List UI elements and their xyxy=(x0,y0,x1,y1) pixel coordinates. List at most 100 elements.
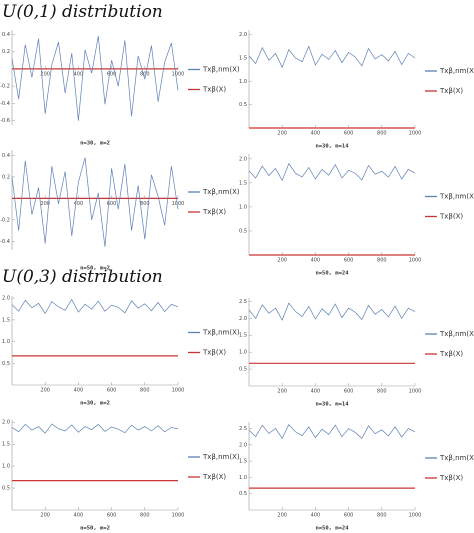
x-tick-label: 1000 xyxy=(409,389,422,395)
y-tick-label: 1.5 xyxy=(2,317,10,323)
legend-label: Txβ(X) xyxy=(202,86,226,94)
legend-label: Txβ(X) xyxy=(202,473,226,481)
x-tick-label: 200 xyxy=(277,258,287,264)
caption: n=50, m=2 xyxy=(80,266,110,272)
y-tick-label: 1.5 xyxy=(2,442,10,448)
caption: n=50, m=24 xyxy=(315,271,349,277)
x-tick-label: 400 xyxy=(74,201,84,207)
y-tick-label: 2.0 xyxy=(239,442,247,448)
x-tick-label: 200 xyxy=(277,131,287,137)
caption: n=30, m=14 xyxy=(315,144,349,150)
x-tick-label: 800 xyxy=(140,71,150,77)
y-tick-label: -0.2 xyxy=(0,84,10,90)
legend-label: Txβ,nm(X) xyxy=(202,453,240,461)
legend-label: Txβ(X) xyxy=(439,87,463,95)
legend-label: Txβ,nm(X) xyxy=(439,330,474,338)
x-tick-label: 1000 xyxy=(172,513,185,519)
legend-label: Txβ,nm(X) xyxy=(202,329,240,337)
series-line xyxy=(248,162,416,182)
y-tick-label: -0.4 xyxy=(0,101,10,107)
y-tick-label: 0.4 xyxy=(2,32,10,38)
x-tick-label: 200 xyxy=(277,389,287,395)
section-title: U(0,3) distribution xyxy=(2,267,163,287)
x-tick-label: 400 xyxy=(74,71,84,77)
legend-label: Txβ(X) xyxy=(439,213,463,221)
y-tick-label: 0.2 xyxy=(2,174,10,180)
caption: n=50, m=2 xyxy=(80,526,110,532)
legend-label: Txβ(X) xyxy=(202,349,226,357)
x-tick-label: 200 xyxy=(40,201,50,207)
y-tick-label: 1.5 xyxy=(239,180,247,186)
x-tick-label: 600 xyxy=(107,71,117,77)
x-tick-label: 200 xyxy=(277,513,287,519)
caption: n=30, m=2 xyxy=(80,401,110,407)
y-tick-label: 1.5 xyxy=(239,333,247,339)
x-tick-label: 800 xyxy=(140,513,150,519)
y-tick-label: -0.4 xyxy=(0,239,10,245)
x-tick-label: 200 xyxy=(40,513,50,519)
y-tick-label: 0.5 xyxy=(239,102,247,108)
section-title: U(0,1) distribution xyxy=(2,2,163,22)
y-tick-label: 0.5 xyxy=(239,491,247,497)
x-tick-label: 1000 xyxy=(172,388,185,394)
legend-label: Txβ,nm(X) xyxy=(202,188,240,196)
y-tick-label: 0.2 xyxy=(2,49,10,55)
y-tick-label: -0.6 xyxy=(0,118,10,124)
y-tick-label: 2.0 xyxy=(2,296,10,302)
caption: n=30, m=2 xyxy=(80,141,110,147)
x-tick-label: 200 xyxy=(40,388,50,394)
legend-label: Txβ,nm(X) xyxy=(439,193,474,201)
x-tick-label: 800 xyxy=(377,258,387,264)
x-tick-label: 400 xyxy=(74,388,84,394)
series-line xyxy=(11,157,179,247)
x-tick-label: 600 xyxy=(107,513,117,519)
x-tick-label: 600 xyxy=(344,131,354,137)
y-tick-label: 0.5 xyxy=(239,367,247,373)
legend-label: Txβ(X) xyxy=(202,208,226,216)
series-line xyxy=(248,423,416,439)
series-line xyxy=(248,45,416,69)
legend-label: Txβ(X) xyxy=(439,474,463,482)
x-tick-label: 800 xyxy=(377,513,387,519)
y-tick-label: 2.0 xyxy=(2,420,10,426)
y-tick-label: 2.0 xyxy=(239,32,247,38)
y-tick-label: 1.0 xyxy=(239,204,247,210)
y-tick-label: 2.0 xyxy=(239,156,247,162)
y-tick-label: 1.0 xyxy=(239,350,247,356)
y-tick-label: 1.5 xyxy=(239,459,247,465)
y-tick-label: 2.5 xyxy=(239,299,247,305)
x-tick-label: 600 xyxy=(107,388,117,394)
x-tick-label: 400 xyxy=(311,513,321,519)
y-tick-label: 1.0 xyxy=(2,339,10,345)
series-line xyxy=(11,423,179,434)
y-tick-label: 0.5 xyxy=(2,486,10,492)
caption: n=30, m=14 xyxy=(315,402,349,408)
x-tick-label: 200 xyxy=(40,71,50,77)
y-tick-label: 2.0 xyxy=(239,316,247,322)
y-tick-label: 1.5 xyxy=(239,56,247,62)
x-tick-label: 1000 xyxy=(409,513,422,519)
x-tick-label: 1000 xyxy=(172,201,185,207)
x-tick-label: 400 xyxy=(74,513,84,519)
series-line xyxy=(248,302,416,321)
series-line xyxy=(11,35,179,121)
x-tick-label: 400 xyxy=(311,389,321,395)
x-tick-label: 1000 xyxy=(409,258,422,264)
x-tick-label: 1000 xyxy=(409,131,422,137)
x-tick-label: 800 xyxy=(140,201,150,207)
x-tick-label: 800 xyxy=(377,389,387,395)
legend-label: Txβ,nm(X) xyxy=(202,66,240,74)
x-tick-label: 600 xyxy=(344,513,354,519)
x-tick-label: 600 xyxy=(107,201,117,207)
x-tick-label: 600 xyxy=(344,389,354,395)
y-tick-label: 2.5 xyxy=(239,426,247,432)
x-tick-label: 800 xyxy=(377,131,387,137)
y-tick-label: 0.4 xyxy=(2,153,10,159)
caption: n=50, m=24 xyxy=(315,526,349,532)
legend-label: Txβ,nm(X) xyxy=(439,67,474,75)
y-tick-label: 1.0 xyxy=(239,79,247,85)
x-tick-label: 1000 xyxy=(172,71,185,77)
x-tick-label: 600 xyxy=(344,258,354,264)
legend-label: Txβ,nm(X) xyxy=(439,454,474,462)
